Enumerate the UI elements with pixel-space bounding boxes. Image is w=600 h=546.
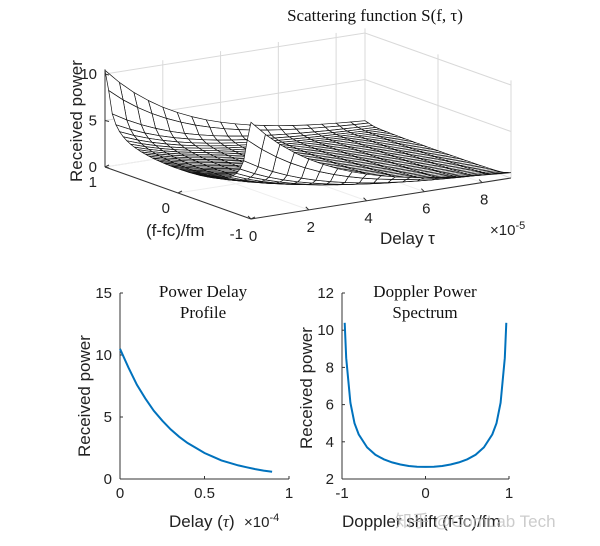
surface-x-tick-label: 4 <box>364 210 372 227</box>
surface-x-axis <box>250 177 512 220</box>
pdp-ylabel: Received power <box>75 335 94 457</box>
surface-y-tick-label: 0 <box>162 200 170 217</box>
surface-y-tick-label: -1 <box>230 226 243 243</box>
pdp-x-tick-label: 1 <box>285 485 293 502</box>
surface-z-tick-label: 0 <box>89 159 97 176</box>
pdp-title-line2: Profile <box>180 303 226 322</box>
doppler-title-line1: Doppler Power <box>373 282 477 301</box>
doppler-y-tick-label: 8 <box>326 359 334 376</box>
surface-x-tick-label: 2 <box>307 219 315 236</box>
pdp-y-tick-label: 5 <box>104 409 112 426</box>
doppler-series-line <box>343 322 508 468</box>
pdp-y-tick-label: 15 <box>95 285 112 302</box>
surface-y-tick <box>104 164 110 168</box>
pdp-title-line1: Power Delay <box>159 282 248 301</box>
surface-title: Scattering function S(f, τ) <box>287 6 463 25</box>
doppler-y-tick-label: 2 <box>326 471 334 488</box>
surface-z-tick <box>104 73 110 76</box>
pdp-series-line <box>119 348 273 473</box>
doppler-x-tick-label: 1 <box>505 485 513 502</box>
surface-zlabel: Received power <box>67 60 86 182</box>
surface-z-tick-label: 10 <box>80 66 97 83</box>
doppler-title-line2: Spectrum <box>392 303 457 322</box>
watermark: 知乎 @ComLab Tech <box>395 512 556 531</box>
pdp-x-tick-label: 0 <box>116 485 124 502</box>
doppler-xlabel: Doppler shift (f-fc)/fm <box>342 512 501 531</box>
surface-x-tick-label: 0 <box>249 228 257 245</box>
pdp-x-multiplier: ×10-4 <box>244 512 279 531</box>
pdp-y-tick-label: 0 <box>104 471 112 488</box>
surface-mesh <box>104 69 512 186</box>
surface-x-tick-label: 8 <box>480 192 488 209</box>
doppler-x-tick-label: -1 <box>335 485 348 502</box>
surface-patch <box>246 121 266 150</box>
surface-z-tick-label: 5 <box>89 113 97 130</box>
surface-xlabel: Delay τ <box>380 229 435 248</box>
surface-x-tick <box>420 188 425 193</box>
doppler-x-tick-label: 0 <box>421 485 429 502</box>
doppler-y-tick-label: 6 <box>326 397 334 414</box>
surface-x-multiplier: ×10-5 <box>490 220 525 239</box>
pdp-x-tick-label: 0.5 <box>194 485 215 502</box>
surface-x-tick <box>305 206 310 211</box>
doppler-y-tick-label: 10 <box>317 322 334 339</box>
surface-z-tick <box>104 120 110 122</box>
surface-x-tick <box>363 197 367 202</box>
surface-ylabel: (f-fc)/fm <box>146 221 205 240</box>
surface-x-tick-label: 6 <box>422 201 430 218</box>
doppler-ylabel: Received power <box>297 327 316 449</box>
surface-y-tick-label: 1 <box>89 174 97 191</box>
surface-z-gridline <box>104 32 512 86</box>
doppler-y-tick-label: 12 <box>317 285 334 302</box>
doppler-y-tick-label: 4 <box>326 434 334 451</box>
surface-y-tick <box>177 190 183 194</box>
pdp-xlabel: Delay (τ) <box>169 512 235 531</box>
pdp-y-tick-label: 10 <box>95 347 112 364</box>
surface-x-tick <box>478 179 483 183</box>
surface-y-tick <box>250 216 256 220</box>
surface-x-tick <box>247 215 252 220</box>
